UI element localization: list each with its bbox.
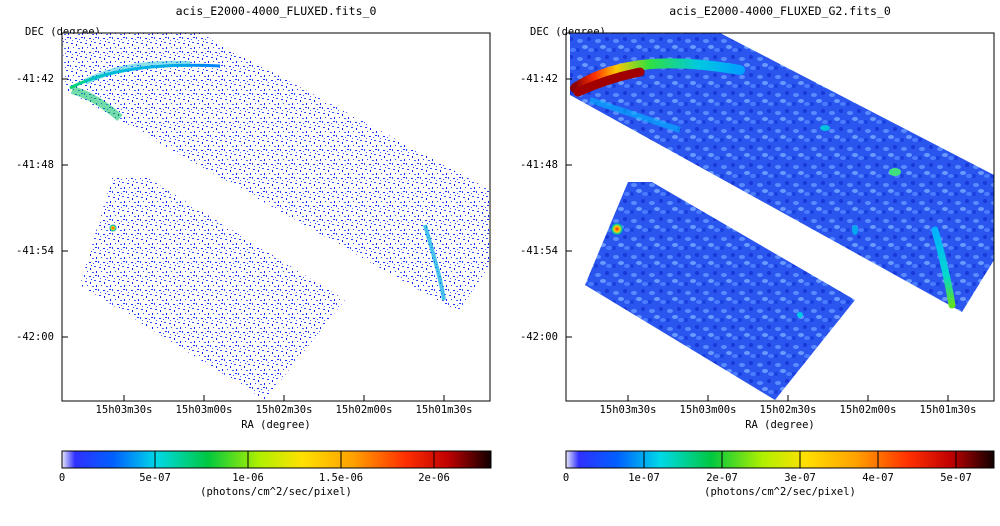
panel-right-xaxis: 15h03m30s 15h03m00s 15h02m30s 15h02m00s … bbox=[600, 395, 977, 431]
panel-right-colorbar-tick: 3e-07 bbox=[784, 472, 816, 484]
panel-left-ytick-label: -41:48 bbox=[16, 159, 54, 171]
panel-right-ytick-label: -41:54 bbox=[520, 245, 558, 257]
panel-left-colorbar-tick: 1.5e-06 bbox=[319, 472, 363, 484]
panel-right-xtick-label: 15h02m30s bbox=[760, 404, 817, 416]
panel-left-xtick-label: 15h01m30s bbox=[416, 404, 473, 416]
panel-right-lower-chip bbox=[585, 182, 855, 400]
panel-right-image bbox=[570, 33, 994, 400]
panel-right-colorbar-tick: 1e-07 bbox=[628, 472, 660, 484]
panel-left-colorbar-gradient bbox=[61, 450, 492, 469]
panel-right-xtick-label: 15h03m30s bbox=[600, 404, 657, 416]
panel-right-point-source bbox=[610, 222, 624, 236]
panel-left-colorbar-tick: 5e-07 bbox=[139, 472, 171, 484]
panel-right-colorbar-tick: 5e-07 bbox=[940, 472, 972, 484]
panel-right-yaxis: -41:42 -41:48 -41:54 -42:00 bbox=[520, 73, 572, 343]
panel-left-xtick-label: 15h03m30s bbox=[96, 404, 153, 416]
panel-right-xtick-label: 15h01m30s bbox=[920, 404, 977, 416]
panel-left-arc bbox=[69, 63, 221, 90]
panel-right-colorbar-tick: 0 bbox=[563, 472, 569, 484]
panel-left-title: acis_E2000-4000_FLUXED.fits_0 bbox=[176, 4, 377, 18]
panel-right-colorbar-label: (photons/cm^2/sec/pixel) bbox=[704, 486, 856, 498]
panel-left-xtick-label: 15h03m00s bbox=[176, 404, 233, 416]
panel-left-xaxis: 15h03m30s 15h03m00s 15h02m30s 15h02m00s … bbox=[96, 395, 473, 431]
panel-left-streak bbox=[423, 224, 446, 301]
panel-left-colorbar-tick: 0 bbox=[59, 472, 65, 484]
panel-right: acis_E2000-4000_FLUXED_G2.fits_0 DEC (de… bbox=[520, 4, 995, 498]
panel-right-title: acis_E2000-4000_FLUXED_G2.fits_0 bbox=[669, 4, 891, 18]
panel-right-xtick-label: 15h02m00s bbox=[840, 404, 897, 416]
panel-right-ytick-label: -42:00 bbox=[520, 331, 558, 343]
panel-left-arc-core bbox=[70, 86, 123, 122]
panel-left-xtick-label: 15h02m00s bbox=[336, 404, 393, 416]
panel-right-colorbar-tick: 4e-07 bbox=[862, 472, 894, 484]
panel-left-ytick-label: -41:54 bbox=[16, 245, 54, 257]
panel-left-colorbar-tick: 1e-06 bbox=[232, 472, 264, 484]
panel-left-point-source bbox=[109, 224, 117, 232]
panel-right-streak bbox=[931, 226, 956, 309]
panel-right-xtick-label: 15h03m00s bbox=[680, 404, 737, 416]
panel-left-upper-chip bbox=[62, 33, 490, 312]
panel-right-arc bbox=[570, 58, 745, 93]
panel-left-yaxis: -41:42 -41:48 -41:54 -42:00 bbox=[16, 73, 68, 343]
panel-left-xtick-label: 15h02m30s bbox=[256, 404, 313, 416]
panel-left-xlabel: RA (degree) bbox=[241, 419, 311, 431]
panel-left-colorbar-label: (photons/cm^2/sec/pixel) bbox=[200, 486, 352, 498]
panel-right-knot bbox=[820, 125, 830, 131]
panel-right-upper-chip bbox=[570, 33, 994, 312]
panel-left-ytick-label: -42:00 bbox=[16, 331, 54, 343]
panel-right-colorbar-gradient bbox=[565, 450, 995, 469]
panel-right-knot bbox=[797, 312, 803, 318]
panel-left-axes-frame bbox=[61, 32, 491, 402]
panel-left: acis_E2000-4000_FLUXED.fits_0 DEC (degre… bbox=[16, 4, 492, 498]
panel-right-ytick-label: -41:42 bbox=[520, 73, 558, 85]
panel-left-image bbox=[62, 33, 490, 400]
panel-right-xlabel: RA (degree) bbox=[745, 419, 815, 431]
panel-left-colorbar-tick: 2e-06 bbox=[418, 472, 450, 484]
panel-right-knot bbox=[889, 168, 901, 176]
panel-left-colorbar: 0 5e-07 1e-06 1.5e-06 2e-06 (photons/cm^… bbox=[59, 450, 492, 498]
panel-right-axes-frame bbox=[565, 32, 995, 402]
panel-right-ytick-label: -41:48 bbox=[520, 159, 558, 171]
panel-left-ytick-label: -41:42 bbox=[16, 73, 54, 85]
panel-right-colorbar-tick: 2e-07 bbox=[706, 472, 738, 484]
panel-right-colorbar: 0 1e-07 2e-07 3e-07 4e-07 5e-07 (photons… bbox=[563, 450, 995, 498]
panel-right-knot bbox=[852, 225, 858, 235]
panel-left-lower-chip bbox=[80, 178, 345, 400]
